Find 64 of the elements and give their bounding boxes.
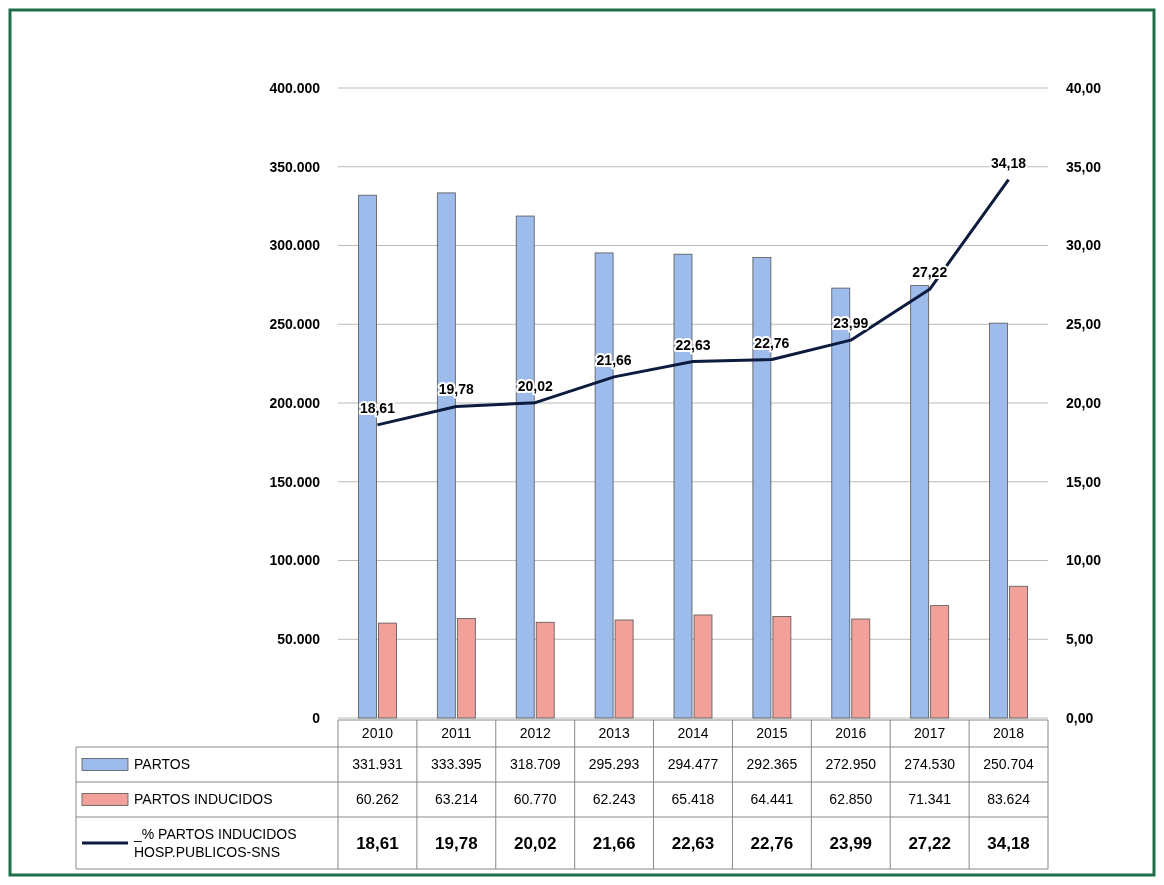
text: 22,76: [754, 334, 790, 351]
data-label: 333.395: [431, 756, 482, 773]
y2-tick-label: 20,00: [1066, 394, 1102, 411]
y-tick-label: 50.000: [277, 631, 321, 648]
x-tick-label: 2010: [361, 725, 394, 742]
text: 19,78: [438, 381, 474, 398]
data-label: 20,02: [513, 833, 557, 853]
y2-tick-label: 25,00: [1066, 316, 1102, 333]
legend-label: _% PARTOS INDUCIDOS HOSP.PUBLICOS-SNS: [133, 825, 297, 860]
y2-tick-label: 35,00: [1066, 158, 1102, 175]
text: 34,18: [991, 154, 1027, 171]
y-tick-label: 250.000: [269, 316, 321, 333]
x-tick-label: 2014: [677, 725, 709, 742]
data-label: 64.441: [750, 791, 794, 808]
text: 20,02: [517, 377, 553, 394]
y-tick-label: 100.000: [269, 552, 321, 569]
data-label: 63.214: [434, 791, 478, 808]
data-label: 60.262: [356, 791, 400, 808]
y-tick-label: 150.000: [269, 473, 321, 490]
x-tick-label: 2013: [598, 725, 630, 742]
data-label: 23,99: [829, 833, 873, 853]
data-label: 19,78: [435, 833, 478, 853]
x-tick-label: 2016: [835, 725, 867, 742]
text: 23,99: [833, 315, 869, 332]
y-tick-label: 200.000: [269, 394, 321, 411]
x-tick-label: 2015: [756, 725, 788, 742]
text: 21,66: [596, 351, 632, 368]
data-label: 22,76: [750, 833, 794, 853]
data-label: 27,22: [908, 833, 951, 853]
data-label: 331.931: [352, 756, 403, 773]
y-tick-label: 300.000: [269, 237, 321, 254]
data-label: 295.293: [588, 756, 640, 773]
legend-label: PARTOS: [134, 756, 191, 773]
x-tick-label: 2018: [992, 725, 1025, 742]
y-tick-label: 0: [312, 709, 321, 726]
y2-tick-label: 0,00: [1066, 709, 1094, 726]
data-label: 83.624: [987, 791, 1031, 808]
data-label: 274.530: [904, 756, 956, 773]
y2-tick-label: 10,00: [1066, 552, 1102, 569]
text: 22,63: [675, 336, 711, 353]
data-label: 62.850: [829, 791, 873, 808]
legend-label: PARTOS INDUCIDOS: [134, 791, 273, 808]
y-tick-label: 400.000: [269, 79, 321, 96]
y2-tick-label: 5,00: [1066, 631, 1094, 648]
data-label: 272.950: [825, 756, 877, 773]
data-label: 250.704: [983, 756, 1035, 773]
data-label: 21,66: [592, 833, 636, 853]
x-tick-label: 2017: [914, 725, 946, 742]
y-tick-label: 350.000: [269, 158, 321, 175]
data-label: 60.770: [513, 791, 557, 808]
data-label: 292.365: [746, 756, 798, 773]
data-label: 22,63: [671, 833, 715, 853]
data-label: 71.341: [908, 791, 952, 808]
y2-tick-label: 15,00: [1066, 473, 1102, 490]
x-tick-label: 2012: [519, 725, 551, 742]
data-label: 34,18: [987, 833, 1030, 853]
data-label: 318.709: [509, 756, 561, 773]
x-tick-label: 2011: [441, 725, 472, 742]
data-label: 18,61: [356, 833, 399, 853]
data-label: 62.243: [592, 791, 636, 808]
data-label: 65.418: [671, 791, 715, 808]
data-label: 294.477: [667, 756, 719, 773]
y2-tick-label: 40,00: [1066, 79, 1102, 96]
y2-tick-label: 30,00: [1066, 237, 1102, 254]
